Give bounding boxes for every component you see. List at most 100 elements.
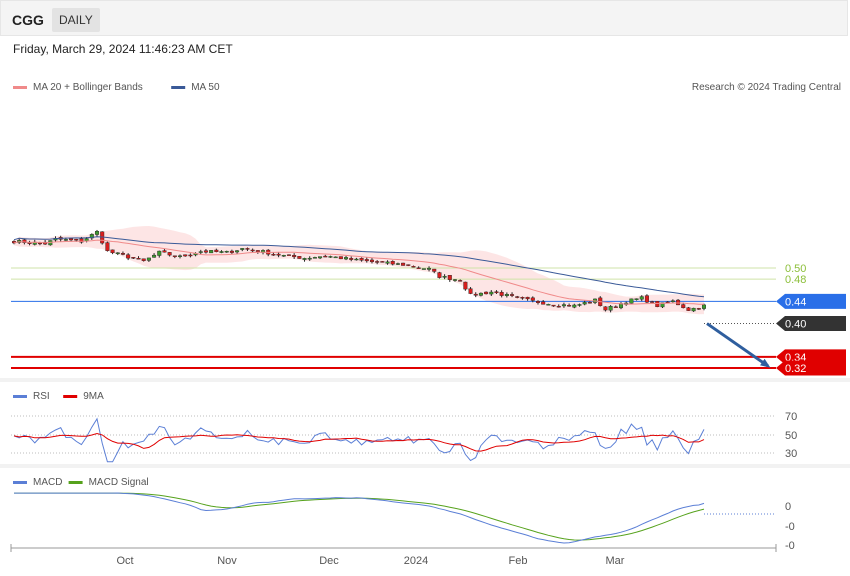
- candle-body: [676, 299, 681, 306]
- candle-body: [333, 256, 338, 259]
- candle-body: [556, 305, 561, 308]
- candle-body: [369, 259, 374, 263]
- candle-body: [120, 253, 125, 255]
- candle-body: [385, 261, 390, 264]
- candle-body: [375, 261, 380, 263]
- level-tag: [776, 293, 846, 309]
- candle-body: [255, 250, 260, 253]
- macd-level-label: 0: [785, 501, 791, 513]
- candle-body: [89, 234, 94, 239]
- candle-body: [546, 304, 551, 306]
- candle-body: [172, 255, 177, 257]
- candle-body: [188, 254, 193, 257]
- level-label: 0.40: [785, 319, 806, 331]
- candle-body: [510, 294, 515, 296]
- candle-body: [63, 239, 68, 241]
- candle-body: [359, 258, 364, 261]
- x-tick-label: Feb: [509, 555, 528, 567]
- candle-body: [582, 302, 587, 305]
- candle-body: [146, 257, 151, 261]
- candle-body: [686, 307, 691, 311]
- candle-body: [541, 301, 546, 305]
- candle-body: [141, 258, 146, 261]
- candle-body: [245, 248, 250, 250]
- x-tick-label: Nov: [217, 555, 237, 567]
- panel-divider: [0, 464, 850, 468]
- x-tick-label: Oct: [116, 555, 133, 567]
- candle-body: [551, 304, 556, 307]
- candle-body: [126, 254, 131, 259]
- candle-body: [22, 239, 27, 243]
- forecast-arrow: [706, 322, 771, 368]
- candle-body: [525, 296, 530, 300]
- main-legend-swatch: [13, 86, 27, 89]
- candle-body: [312, 257, 317, 259]
- level-label: 0.50: [785, 263, 806, 275]
- candle-body: [131, 257, 136, 259]
- candle-body: [696, 308, 701, 310]
- candle-body: [364, 259, 369, 262]
- candle-body: [198, 251, 203, 253]
- candle-body: [395, 263, 400, 265]
- level-label: 0.48: [785, 274, 806, 286]
- candle-body: [427, 267, 432, 270]
- candle-body: [401, 262, 406, 266]
- candle-body: [639, 296, 644, 300]
- candle-body: [655, 301, 660, 308]
- ma50-line: [13, 236, 705, 298]
- rsi-legend-label: 9MA: [83, 391, 104, 402]
- bollinger-band-area: [14, 226, 704, 315]
- candle-body: [209, 250, 214, 254]
- candle-body: [250, 249, 255, 252]
- candle-body: [587, 302, 592, 304]
- candle-body: [416, 267, 421, 269]
- ma20-line: [13, 239, 704, 305]
- candle-body: [203, 250, 208, 253]
- candle-body: [349, 258, 354, 260]
- candle-body: [110, 249, 115, 254]
- candle-body: [323, 255, 328, 258]
- main-legend-label: MA 20 + Bollinger Bands: [33, 82, 143, 93]
- candle-body: [567, 305, 572, 307]
- macd-legend-swatch: [68, 481, 83, 484]
- period-button[interactable]: DAILY: [52, 8, 100, 32]
- candle-body: [504, 294, 509, 297]
- candle-body: [613, 306, 618, 308]
- macd-line: [14, 492, 705, 544]
- candle-body: [535, 301, 540, 303]
- rsi-legend-label: RSI: [33, 391, 50, 402]
- candle-body: [219, 251, 224, 253]
- rsi-legend-swatch: [13, 395, 27, 398]
- candle-body: [229, 250, 234, 253]
- candle-body: [95, 231, 100, 235]
- candle-body: [178, 255, 183, 257]
- macd-legend-label: MACD Signal: [89, 477, 149, 488]
- candle-body: [167, 252, 172, 256]
- candle-body: [152, 254, 157, 258]
- candle-body: [499, 292, 504, 296]
- candle-body: [478, 292, 483, 296]
- candle-body: [577, 304, 582, 306]
- main-legend-label: MA 50: [191, 82, 220, 93]
- rsi-9ma-line: [13, 432, 705, 452]
- candle-body: [437, 272, 442, 278]
- candle-body: [561, 304, 566, 307]
- candle-body: [608, 306, 613, 311]
- candle-body: [660, 302, 665, 308]
- candle-body: [603, 306, 608, 311]
- x-tick-label: Mar: [606, 555, 625, 567]
- candle-body: [520, 297, 525, 299]
- candle-body: [271, 254, 276, 256]
- candle-body: [338, 256, 343, 260]
- candle-body: [162, 250, 167, 253]
- candle-body: [406, 264, 411, 266]
- candle-body: [572, 304, 577, 308]
- candle-body: [37, 242, 42, 245]
- main-legend-swatch: [171, 86, 186, 89]
- candle-body: [629, 298, 634, 304]
- candle-body: [79, 238, 84, 243]
- candle-body: [530, 297, 535, 301]
- candle-body: [276, 253, 281, 256]
- candle-body: [281, 255, 286, 257]
